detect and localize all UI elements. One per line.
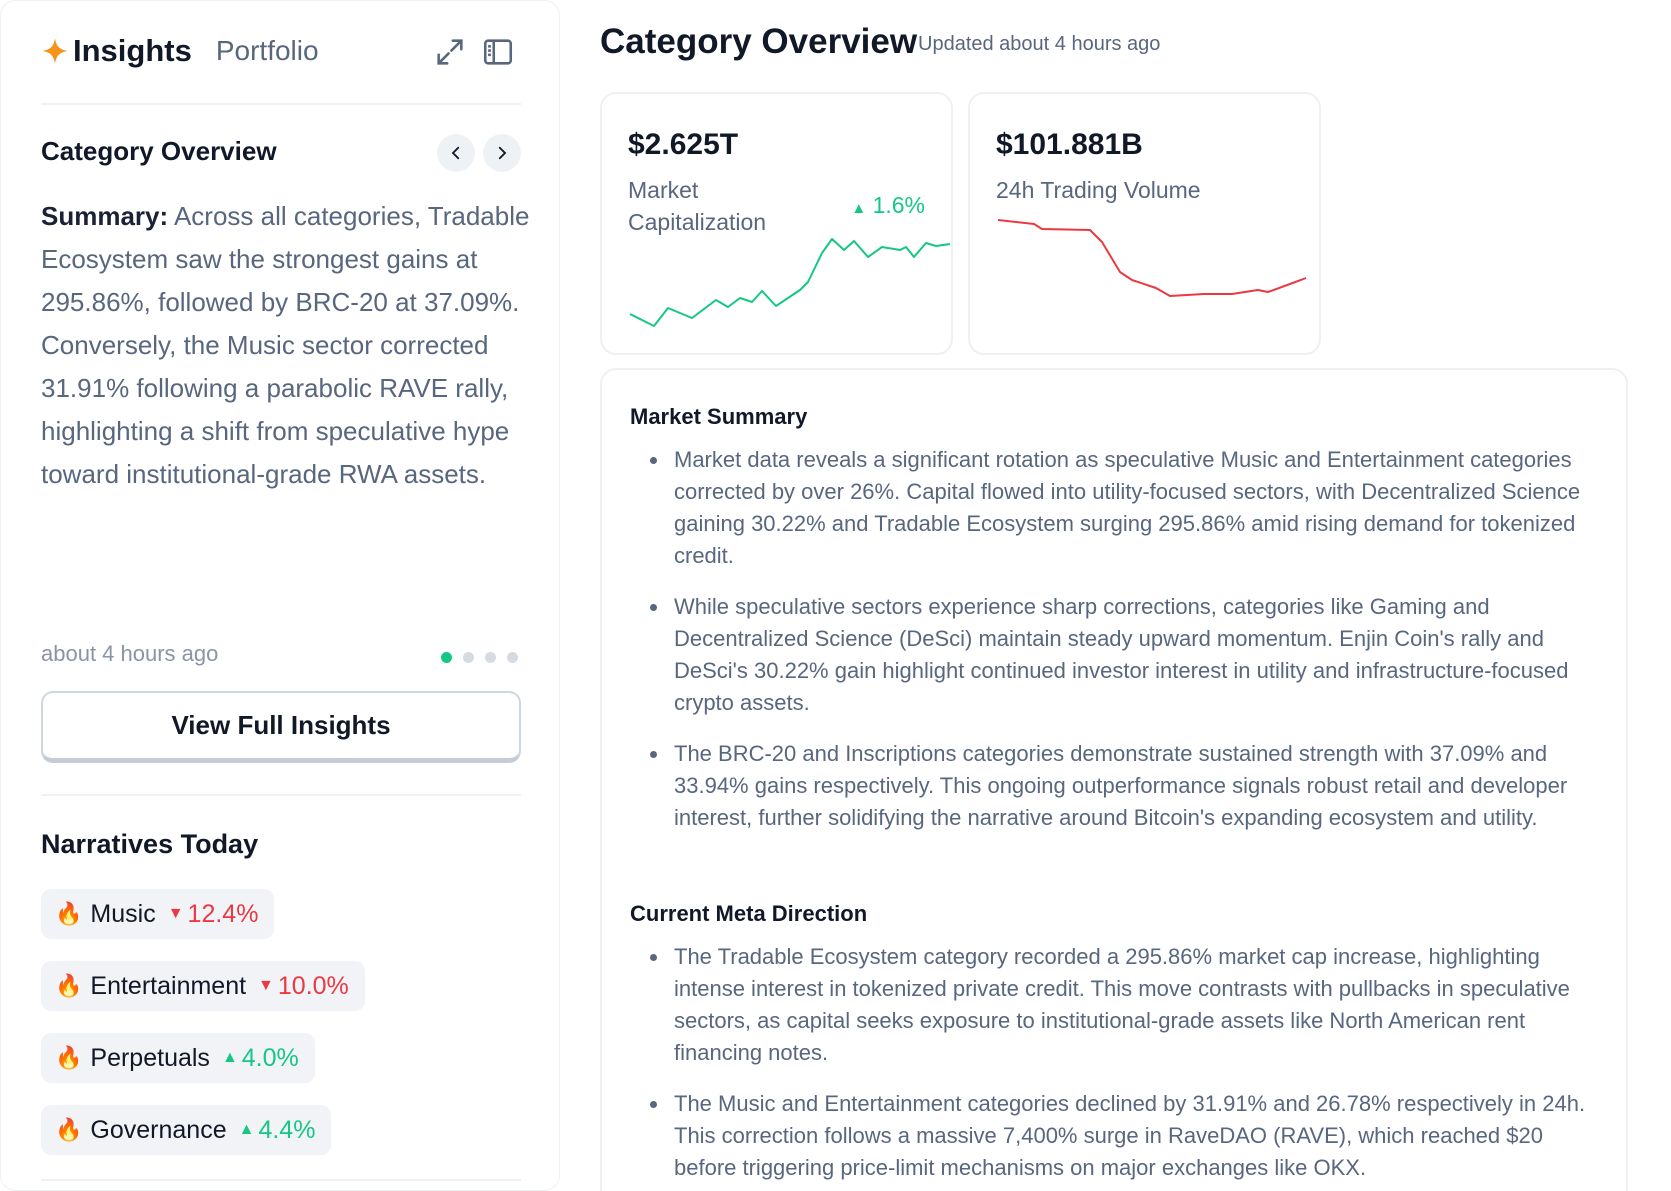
narrative-change: 4.0% bbox=[241, 1043, 299, 1072]
narrative-change: 4.4% bbox=[258, 1115, 316, 1144]
narrative-chip-music[interactable]: 🔥 Music ▼ 12.4% bbox=[41, 889, 275, 939]
meta-direction-item: The Tradable Ecosystem category recorded… bbox=[670, 941, 1602, 1069]
section-divider bbox=[41, 794, 521, 796]
pager-dot[interactable] bbox=[485, 652, 496, 663]
market-cap-label-line1: Market bbox=[628, 177, 699, 203]
market-summary-item: Market data reveals a significant rotati… bbox=[670, 444, 1602, 572]
sparkle-star-icon bbox=[42, 38, 68, 64]
meta-direction-heading: Current Meta Direction bbox=[630, 901, 868, 926]
fire-icon: 🔥 bbox=[55, 1117, 83, 1142]
summary-text: Across all categories, Tradable Ecosyste… bbox=[41, 201, 530, 489]
market-cap-change: ▲ 1.6% bbox=[851, 192, 925, 219]
sidebar-toggle-icon[interactable] bbox=[481, 35, 515, 69]
market-cap-card[interactable]: $2.625T Market Capitalization ▲ 1.6% bbox=[600, 92, 953, 355]
caret-down-icon: ▼ bbox=[258, 977, 274, 994]
meta-direction-item: The Music and Entertainment categories d… bbox=[670, 1088, 1602, 1184]
next-insight-button[interactable] bbox=[483, 134, 521, 172]
brand: Insights Portfolio bbox=[41, 33, 319, 69]
view-full-insights-button[interactable]: View Full Insights bbox=[41, 691, 521, 763]
pager-dot[interactable] bbox=[463, 652, 474, 663]
trading-volume-trend-line bbox=[997, 219, 1307, 297]
market-cap-value: $2.625T bbox=[628, 128, 739, 161]
market-summary-list: Market data reveals a significant rotati… bbox=[652, 444, 1602, 853]
trading-volume-card[interactable]: $101.881B 24h Trading Volume bbox=[968, 92, 1321, 355]
fire-icon: 🔥 bbox=[55, 901, 83, 926]
trading-volume-sparkline bbox=[997, 219, 1307, 297]
meta-direction-list: The Tradable Ecosystem category recorded… bbox=[652, 941, 1602, 1191]
insights-sidebar: Insights Portfolio Category Overview Sum… bbox=[0, 0, 560, 1191]
pager-dot[interactable] bbox=[441, 652, 452, 663]
caret-down-icon: ▼ bbox=[167, 905, 184, 922]
narrative-chip-perpetuals[interactable]: 🔥 Perpetuals ▲ 4.0% bbox=[41, 1033, 315, 1083]
insight-timestamp: about 4 hours ago bbox=[41, 641, 219, 666]
fire-icon: 🔥 bbox=[55, 1045, 83, 1070]
caret-up-icon: ▲ bbox=[238, 1121, 255, 1138]
market-cap-change-value: 1.6% bbox=[872, 192, 925, 218]
trading-volume-value: $101.881B bbox=[996, 128, 1143, 161]
narrative-label: Entertainment bbox=[90, 971, 247, 1000]
narrative-label: Perpetuals bbox=[90, 1043, 210, 1072]
market-summary-panel: Market Summary Market data reveals a sig… bbox=[600, 368, 1628, 1191]
insights-tab[interactable]: Insights bbox=[73, 33, 192, 68]
market-summary-item: The BRC-20 and Inscriptions categories d… bbox=[670, 738, 1602, 834]
market-cap-label: Market Capitalization bbox=[628, 174, 766, 238]
market-cap-sparkline bbox=[629, 238, 951, 327]
narrative-change: 12.4% bbox=[187, 899, 259, 928]
header-divider bbox=[41, 103, 521, 105]
narrative-label: Governance bbox=[90, 1115, 227, 1144]
chevron-right-icon bbox=[498, 146, 507, 160]
narratives-title: Narratives Today bbox=[41, 829, 259, 859]
expand-icon[interactable] bbox=[433, 35, 467, 69]
market-cap-trend-line bbox=[629, 238, 951, 327]
fire-icon: 🔥 bbox=[55, 973, 83, 998]
market-summary-heading: Market Summary bbox=[630, 404, 808, 429]
sidebar-header: Insights Portfolio bbox=[41, 23, 523, 83]
narrative-change: 10.0% bbox=[277, 971, 349, 1000]
previous-insight-button[interactable] bbox=[437, 134, 475, 172]
page-title: Category Overview bbox=[600, 22, 918, 61]
updated-timestamp: Updated about 4 hours ago bbox=[918, 33, 1161, 55]
chevron-left-icon bbox=[451, 146, 460, 160]
carousel-pager bbox=[441, 652, 518, 663]
pager-dot[interactable] bbox=[507, 652, 518, 663]
card-title: Category Overview bbox=[41, 136, 277, 166]
summary-label: Summary: bbox=[41, 201, 169, 231]
narrative-chip-governance[interactable]: 🔥 Governance ▲ 4.4% bbox=[41, 1105, 332, 1155]
caret-up-icon: ▲ bbox=[221, 1049, 238, 1066]
narrative-label: Music bbox=[90, 899, 156, 928]
section-divider bbox=[41, 1179, 521, 1181]
narrative-chip-entertainment[interactable]: 🔥 Entertainment ▼ 10.0% bbox=[41, 961, 365, 1011]
portfolio-tab[interactable]: Portfolio bbox=[215, 35, 319, 66]
insight-summary: Summary: Across all categories, Tradable… bbox=[41, 195, 531, 496]
market-cap-label-line2: Capitalization bbox=[628, 209, 767, 235]
trading-volume-label: 24h Trading Volume bbox=[996, 177, 1201, 203]
market-summary-item: While speculative sectors experience sha… bbox=[670, 591, 1602, 719]
caret-up-icon: ▲ bbox=[851, 200, 867, 217]
